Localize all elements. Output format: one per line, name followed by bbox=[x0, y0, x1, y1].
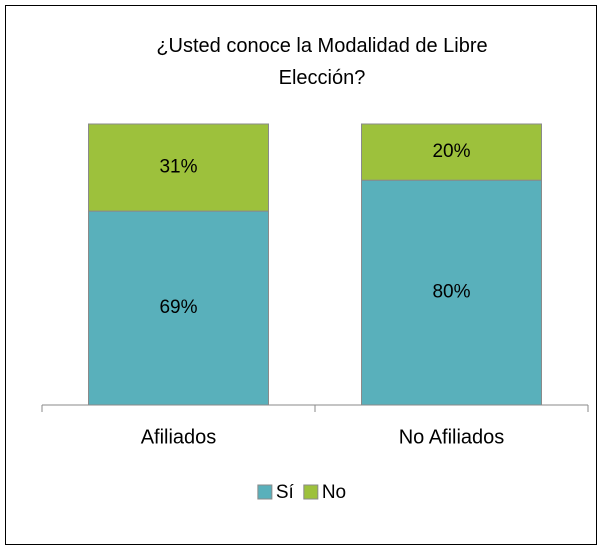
x-tick-label: No Afiliados bbox=[399, 426, 505, 448]
bar-segment bbox=[361, 179, 542, 406]
chart: 69% 31% Afiliados 80% 20% No Afiliados Sí No bbox=[41, 123, 589, 503]
bar-segment bbox=[88, 210, 269, 406]
legend-label: Sí bbox=[276, 482, 295, 503]
data-label: 20% bbox=[432, 141, 470, 162]
data-label: 31% bbox=[159, 157, 197, 178]
bar-segment bbox=[361, 123, 542, 181]
data-label: 80% bbox=[432, 282, 470, 303]
chart-title: ¿Usted conoce la Modalidad de Libre Elec… bbox=[156, 35, 488, 89]
page: {"chart_data": {"type": "stacked_bar", "… bbox=[5, 5, 597, 545]
bar-segment bbox=[88, 123, 269, 212]
legend-swatch bbox=[303, 484, 319, 500]
data-label: 69% bbox=[159, 297, 197, 318]
legend-swatch bbox=[257, 484, 273, 500]
legend-label: No bbox=[322, 482, 346, 503]
x-tick-label: Afiliados bbox=[141, 426, 217, 448]
